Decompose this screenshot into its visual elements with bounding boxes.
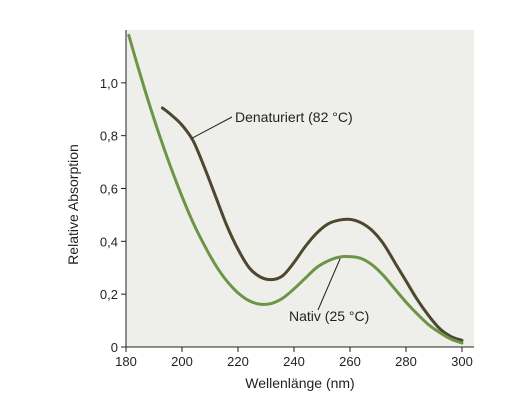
x-tick-label: 300 [451,354,473,369]
y-tick-label: 0,4 [100,234,118,249]
x-tick-label: 240 [283,354,305,369]
denatured-leader-line [191,116,233,139]
denatured-label: Denaturiert (82 °C) [235,109,353,125]
denatured-series-line [160,106,464,342]
y-axis-title: Relative Absorption [65,144,81,265]
y-tick-label: 0,2 [100,287,118,302]
y-tick-label: 1,0 [100,76,118,91]
series-lines [127,33,464,345]
x-axis-ticks: 180 200 220 240 260 280 300 [115,347,473,369]
x-tick-label: 200 [171,354,193,369]
native-label: Nativ (25 °C) [289,308,369,324]
x-tick-label: 220 [227,354,249,369]
y-tick-label: 0,8 [100,129,118,144]
x-axis-title: Wellenlänge (nm) [245,375,354,391]
y-tick-label: 0 [111,340,118,355]
x-tick-label: 260 [339,354,361,369]
y-tick-label: 0,6 [100,182,118,197]
annotations: Denaturiert (82 °C) Nativ (25 °C) [191,109,369,324]
y-axis-ticks: 0 0,2 0,4 0,6 0,8 1,0 [100,76,126,355]
x-tick-label: 180 [115,354,137,369]
native-leader-line [317,258,341,311]
x-tick-label: 280 [395,354,417,369]
native-series-line [127,33,464,345]
plot-background [126,30,474,347]
